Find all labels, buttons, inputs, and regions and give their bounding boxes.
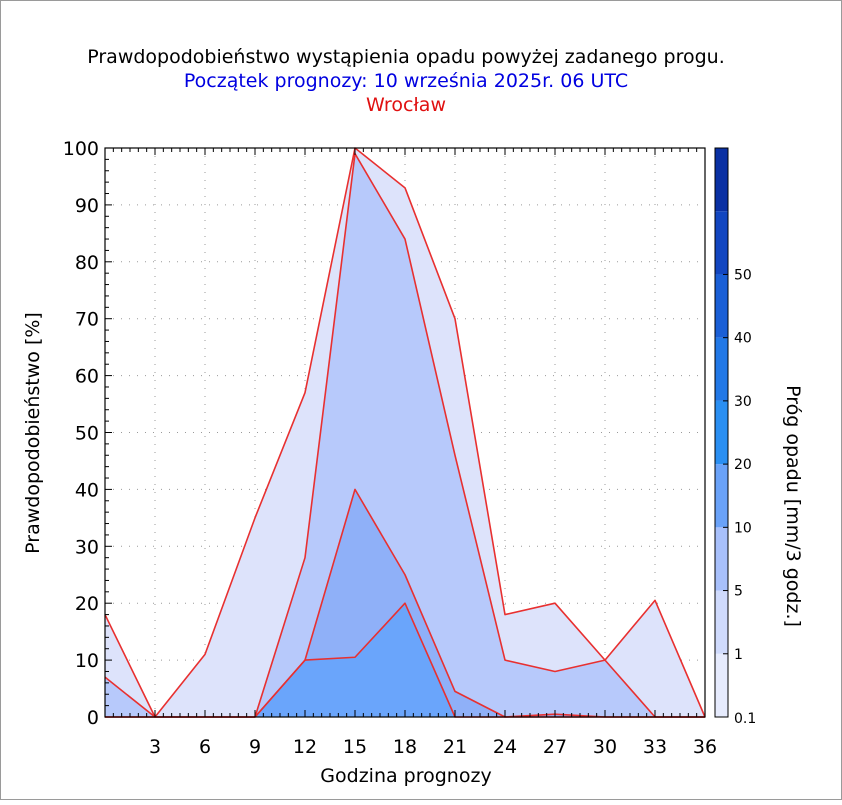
colorbar-tick-label: 0.1: [734, 711, 756, 727]
x-tick-label: 24: [493, 736, 517, 758]
series-area-1: [105, 153, 705, 717]
colorbar-band-3: [715, 464, 728, 528]
y-tick-label: 40: [75, 479, 99, 501]
x-tick-label: 33: [643, 736, 667, 758]
colorbar-band-6: [715, 274, 728, 338]
colorbar-tick-label: 5: [734, 584, 743, 600]
colorbar-band-1: [715, 590, 728, 654]
chart-location: Wrocław: [366, 94, 446, 116]
colorbar-tick-label: 20: [734, 457, 752, 473]
y-tick-label: 30: [75, 536, 99, 558]
y-tick-label: 70: [75, 309, 99, 331]
colorbar-band-4: [715, 400, 728, 465]
x-tick-label: 21: [443, 736, 467, 758]
x-tick-label: 36: [693, 736, 717, 758]
x-tick-label: 9: [249, 736, 261, 758]
x-tick-label: 6: [199, 736, 211, 758]
y-tick-label: 10: [75, 650, 99, 672]
y-tick-label: 50: [75, 423, 99, 445]
x-tick-label: 27: [543, 736, 567, 758]
y-tick-label: 80: [75, 252, 99, 274]
series-area-3: [105, 603, 705, 717]
colorbar-band-5: [715, 337, 728, 401]
colorbar-border: [714, 147, 729, 718]
y-tick-label: 60: [75, 366, 99, 388]
colorbar-band-8: [715, 148, 728, 212]
chart-subtitle: Początek prognozy: 10 września 2025r. 06…: [184, 70, 628, 92]
x-tick-label: 3: [149, 736, 161, 758]
colorbar-tick-label: 50: [734, 267, 752, 283]
x-tick-label: 18: [393, 736, 417, 758]
y-tick-label: 20: [75, 593, 99, 615]
colorbar: 0.1 1 5 10 20 30 40 50: [714, 147, 756, 727]
colorbar-band-0: [715, 653, 728, 717]
colorbar-tick-label: 40: [734, 331, 752, 347]
axes: 3 6 9 12 15 18 21 24 27 30 33 360102030405060708090…: [63, 138, 717, 758]
x-tick-label: 12: [293, 736, 317, 758]
colorbar-label: Próg opadu [mm/3 godz.]: [782, 385, 804, 627]
colorbar-band-2: [715, 527, 728, 591]
x-tick-label: 15: [343, 736, 367, 758]
y-axis-label: Prawdopodobieństwo [%]: [22, 312, 44, 554]
colorbar-band-7: [715, 211, 728, 275]
x-tick-label: 30: [593, 736, 617, 758]
colorbar-tick-label: 10: [734, 520, 752, 536]
series-areas: [105, 148, 705, 717]
y-tick-label: 90: [75, 195, 99, 217]
y-tick-label: 0: [87, 707, 99, 729]
y-tick-label: 100: [63, 138, 99, 160]
colorbar-tick-label: 30: [734, 394, 752, 410]
chart-title: Prawdopodobieństwo wystąpienia opadu pow…: [87, 46, 725, 68]
x-axis-label: Godzina prognozy: [320, 765, 491, 787]
colorbar-tick-label: 1: [734, 647, 743, 663]
